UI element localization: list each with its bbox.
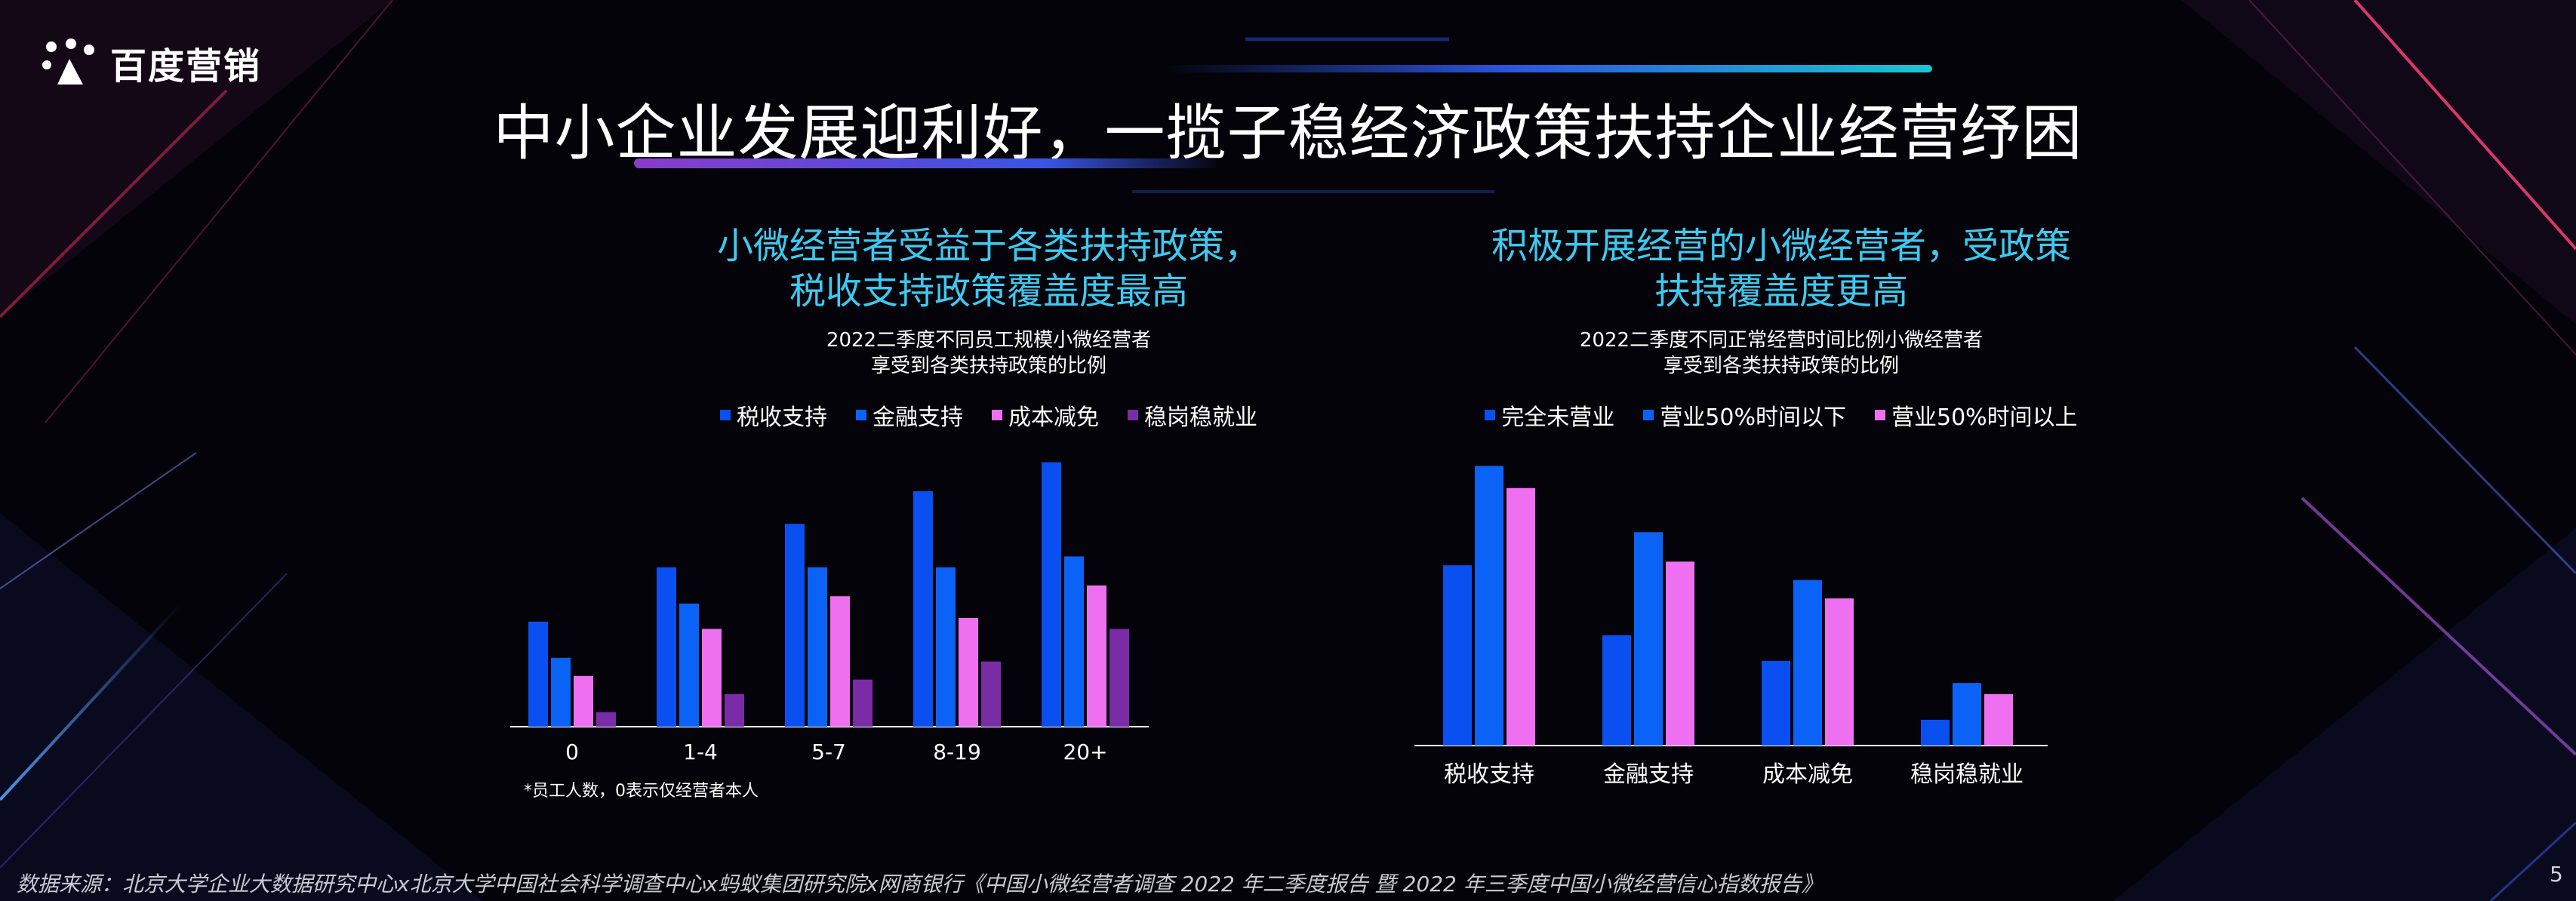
bar-0-4-3 <box>1109 629 1129 727</box>
x-tick-label: 稳岗稳就业 <box>1910 761 2024 788</box>
x-tick-label: 20+ <box>1063 740 1107 764</box>
bar-0-2-0 <box>785 524 805 727</box>
bar-1-1-2 <box>1666 561 1694 746</box>
bar-0-2-3 <box>853 679 873 727</box>
bar-0-0-2 <box>574 675 593 727</box>
legend-label: 金融支持 <box>873 404 963 431</box>
bar-0-3-0 <box>913 491 933 727</box>
bar-0-0-1 <box>551 657 571 727</box>
data-source-footer: 数据来源：北京大学企业大数据研究中心x北京大学中国社会科学调查中心x蚂蚁集团研究… <box>17 872 1823 896</box>
legend-label: 营业50%时间以下 <box>1660 404 1846 431</box>
legend-label: 营业50%时间以上 <box>1891 404 2078 431</box>
bar-0-1-2 <box>702 629 722 727</box>
bar-1-1-0 <box>1602 635 1631 746</box>
legend-swatch <box>856 410 866 420</box>
x-tick-label: 1-4 <box>683 740 718 764</box>
baidu-paw-icon <box>42 38 94 85</box>
bar-0-2-2 <box>830 596 850 727</box>
x-tick-label: 5-7 <box>811 740 846 764</box>
legend-label: 完全未营业 <box>1501 404 1615 431</box>
legend-swatch <box>1485 410 1496 420</box>
left-subtitle-line-2: 享受到各类扶持政策的比例 <box>870 355 1106 377</box>
legend-item-tax: 税收支持 <box>720 398 827 432</box>
bar-0-4-2 <box>1087 585 1106 727</box>
legend-label: 稳岗稳就业 <box>1144 404 1257 431</box>
legend-label: 税收支持 <box>737 404 827 431</box>
bar-0-3-3 <box>981 661 1001 727</box>
x-tick-label: 8-19 <box>933 740 981 764</box>
legend-item-cost: 成本减免 <box>992 398 1099 432</box>
bar-1-3-0 <box>1921 719 1950 746</box>
right-headline: 积极开展经营的小微经营者，受政策 扶持覆盖度更高 <box>1374 223 2189 314</box>
legend-swatch <box>1643 410 1654 420</box>
x-tick-label: 成本减免 <box>1762 761 1853 788</box>
legend-label: 成本减免 <box>1008 404 1099 431</box>
bar-0-2-1 <box>808 567 827 727</box>
bar-1-0-1 <box>1475 466 1503 746</box>
legend-item-finance: 金融支持 <box>856 398 963 432</box>
bar-1-2-2 <box>1825 598 1854 746</box>
bar-0-4-0 <box>1042 462 1061 727</box>
bar-1-2-1 <box>1793 580 1822 746</box>
bar-0-1-0 <box>657 567 676 727</box>
legend-swatch <box>992 410 1002 420</box>
left-headline-line-2: 税收支持政策覆盖度最高 <box>789 270 1188 312</box>
baidu-marketing-logo: 百度营销 <box>41 36 261 89</box>
right-chart-panel: 积极开展经营的小微经营者，受政策 扶持覆盖度更高 2022二季度不同正常经营时间… <box>1374 223 2189 432</box>
bar-0-1-3 <box>725 693 744 727</box>
left-headline: 小微经营者受益于各类扶持政策， 税收支持政策覆盖度最高 <box>581 223 1396 314</box>
bar-0-3-1 <box>936 567 956 727</box>
bar-0-1-1 <box>679 603 699 727</box>
brand-name: 百度营销 <box>110 45 262 88</box>
employee-footnote: *员工人数，0表示仅经营者本人 <box>524 782 759 801</box>
legend-item-over-half: 营业50%时间以上 <box>1875 398 2078 432</box>
bar-0-0-0 <box>528 621 548 727</box>
decorative-bar-top <box>1162 65 1932 72</box>
bar-1-3-2 <box>1984 693 2013 746</box>
legend-item-under-half: 营业50%时间以下 <box>1643 398 1846 432</box>
bar-1-0-0 <box>1443 565 1472 746</box>
left-chart-panel: 小微经营者受益于各类扶持政策， 税收支持政策覆盖度最高 2022二季度不同员工规… <box>581 223 1396 432</box>
page-number: 5 <box>2550 862 2563 887</box>
bar-1-3-1 <box>1953 683 1981 746</box>
left-chart-subtitle: 2022二季度不同员工规模小微经营者 享受到各类扶持政策的比例 <box>581 327 1396 379</box>
right-headline-line-1: 积极开展经营的小微经营者，受政策 <box>1491 225 2071 267</box>
legend-item-jobs: 稳岗稳就业 <box>1128 398 1257 432</box>
bar-1-2-0 <box>1762 660 1790 746</box>
x-tick-label: 金融支持 <box>1603 761 1694 788</box>
right-headline-line-2: 扶持覆盖度更高 <box>1654 270 1908 312</box>
legend-swatch <box>720 410 731 420</box>
right-chart-subtitle: 2022二季度不同正常经营时间比例小微经营者 享受到各类扶持政策的比例 <box>1374 327 2189 379</box>
bar-0-4-1 <box>1064 556 1084 727</box>
left-headline-line-1: 小微经营者受益于各类扶持政策， <box>716 225 1260 267</box>
right-legend: 完全未营业 营业50%时间以下 营业50%时间以上 <box>1374 398 2189 432</box>
legend-item-closed: 完全未营业 <box>1485 398 1614 432</box>
right-subtitle-line-1: 2022二季度不同正常经营时间比例小微经营者 <box>1579 329 1984 352</box>
left-legend: 税收支持 金融支持 成本减免 稳岗稳就业 <box>581 398 1396 432</box>
decorative-bar-bottom <box>634 158 1223 168</box>
x-tick-label: 税收支持 <box>1444 761 1534 788</box>
page-title: 中小企业发展迎利好，一揽子稳经济政策扶持企业经营纾困 <box>493 98 2083 168</box>
bar-0-0-3 <box>596 712 616 727</box>
x-tick-label: 0 <box>565 740 579 764</box>
bar-0-3-2 <box>959 618 978 727</box>
bar-1-0-2 <box>1507 487 1535 746</box>
legend-swatch <box>1875 410 1885 420</box>
bar-1-1-1 <box>1634 532 1663 746</box>
left-subtitle-line-1: 2022二季度不同员工规模小微经营者 <box>826 329 1152 352</box>
legend-swatch <box>1128 410 1138 420</box>
right-subtitle-line-2: 享受到各类扶持政策的比例 <box>1663 355 1899 377</box>
